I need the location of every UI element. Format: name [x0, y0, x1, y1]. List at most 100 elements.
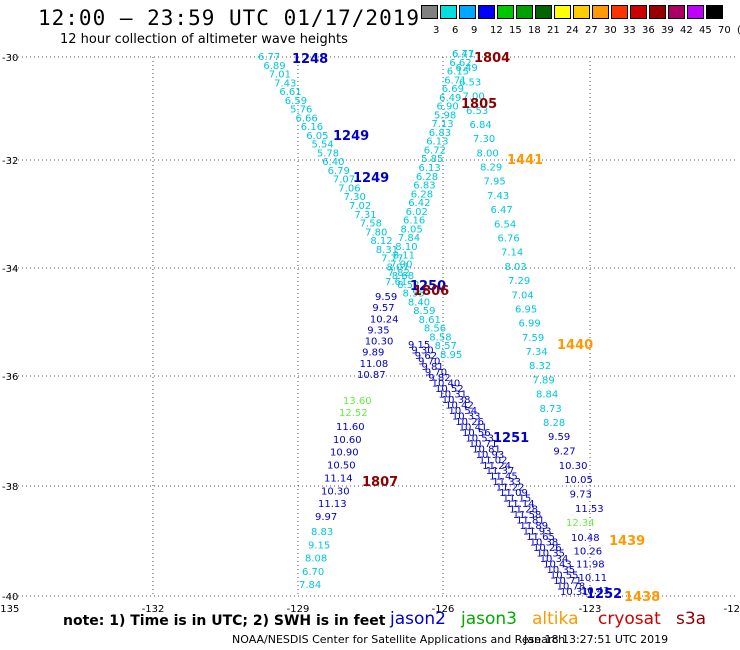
- wave-height-value: 7.06: [338, 184, 360, 195]
- wave-height-value: 10.90: [330, 448, 359, 459]
- lat-label: -30: [2, 53, 18, 64]
- pass-time-label: 1440: [557, 338, 593, 353]
- wave-height-value: 10.40: [432, 378, 461, 389]
- pass-time-label: 1806: [413, 284, 449, 299]
- scale-swatch: [687, 5, 704, 19]
- wave-height-value: 9.73: [570, 490, 592, 501]
- wave-height-value: 7.90: [390, 260, 412, 271]
- wave-height-value: 6.83: [429, 128, 451, 139]
- wave-height-value: 10.42: [445, 400, 474, 411]
- pass-time-label: 1251: [493, 431, 529, 446]
- wave-height-value: 10.26: [533, 543, 562, 554]
- wave-height-value: 6.47: [491, 205, 513, 216]
- wave-height-value: 11.53: [575, 504, 604, 515]
- wave-height-value: 8.84: [536, 390, 558, 401]
- footer-timestamp: Jan 18 13:27:51 UTC 2019: [524, 633, 669, 646]
- lon-label: -135: [0, 604, 19, 615]
- lon-label: -123: [579, 604, 602, 615]
- wave-height-value: 9.35: [367, 325, 389, 336]
- wave-height-value: 8.00: [477, 148, 499, 159]
- wave-height-value: 8.07: [387, 262, 409, 273]
- wave-height-value: 12.52: [339, 408, 368, 419]
- wave-height-value: 9.15: [408, 340, 430, 351]
- wave-height-value: 8.55: [403, 289, 425, 300]
- wave-height-value: 6.61: [279, 87, 301, 98]
- wave-height-value: 11.37: [486, 466, 515, 477]
- wave-height-value: 7.01: [269, 70, 291, 81]
- wave-height-value: 8.57: [435, 341, 457, 352]
- scale-label: 18: [528, 25, 541, 36]
- pass-time-label: 1249: [333, 129, 369, 144]
- wave-height-value: 10.71: [469, 439, 498, 450]
- footer-note: note: 1) Time is in UTC; 2) SWH is in fe…: [63, 613, 386, 629]
- wave-height-value: 7.89: [533, 375, 555, 386]
- wave-height-value: 7.31: [354, 210, 376, 221]
- wave-height-value: 9.82: [428, 373, 450, 384]
- wave-height-value: 5.98: [434, 110, 456, 121]
- wave-height-value: 10.11: [579, 573, 608, 584]
- wave-height-value: 10.56: [462, 428, 491, 439]
- wave-height-value: 6.76: [498, 234, 520, 245]
- wave-height-value: 7.02: [349, 201, 371, 212]
- scale-swatch: [421, 5, 438, 19]
- scale-swatch: [478, 5, 495, 19]
- pass-time-label: 1249: [353, 171, 389, 186]
- wave-height-value: 10.26: [455, 417, 484, 428]
- wave-height-value: 8.59: [413, 306, 435, 317]
- wave-height-value: 8.73: [540, 404, 562, 415]
- wave-height-value: 10.34: [540, 554, 569, 565]
- scale-label: 27: [585, 25, 598, 36]
- scale-label: 24: [566, 25, 579, 36]
- wave-height-value: 8.58: [429, 333, 451, 344]
- wave-height-value: 7.34: [526, 347, 548, 358]
- page-subtitle: 12 hour collection of altimeter wave hei…: [60, 32, 348, 47]
- wave-height-value: 11.81: [516, 516, 545, 527]
- scale-label: 21: [547, 25, 560, 36]
- wave-height-value: 10.38: [530, 538, 559, 549]
- wave-height-value: 8.29: [480, 163, 502, 174]
- pass-time-label: 1252: [586, 587, 622, 602]
- wave-height-value: 6.95: [515, 305, 537, 316]
- wave-height-value: 7.29: [508, 276, 530, 287]
- wave-height-value: 8.56: [424, 324, 446, 335]
- wave-height-value: 6.71: [452, 49, 474, 60]
- wave-height-value: 11.89: [520, 521, 549, 532]
- wave-height-value: 11.28: [509, 505, 538, 516]
- wave-height-value: 11.58: [513, 510, 542, 521]
- wave-height-value: 7.00: [463, 92, 485, 103]
- page-title: 12:00 – 23:59 UTC 01/17/2019: [38, 6, 421, 30]
- wave-height-value: 11.09: [499, 488, 528, 499]
- pass-time-label: 1438: [624, 590, 660, 605]
- wave-height-value: 6.53: [459, 77, 481, 88]
- scale-swatch: [630, 5, 647, 19]
- lat-label: -36: [2, 372, 18, 383]
- wave-height-value: 10.35: [547, 565, 576, 576]
- wave-height-value: 6.49: [439, 93, 461, 104]
- scale-swatch: [573, 5, 590, 19]
- wave-height-value: 10.43: [543, 560, 572, 571]
- wave-height-value: 10.71: [553, 576, 582, 587]
- wave-height-value: 6.71: [444, 75, 466, 86]
- wave-height-value: 7.13: [431, 119, 453, 130]
- wave-height-value: 7.30: [473, 134, 495, 145]
- map-grid: -30 -32 -34 -36 -38 -40-135 -132 -129 -126 -123 -1…: [0, 53, 740, 615]
- wave-height-value: 8.11: [393, 251, 415, 262]
- wave-height-value: 13.60: [343, 396, 372, 407]
- wave-height-value: 11.45: [489, 472, 518, 483]
- wave-height-value: 6.28: [416, 172, 438, 183]
- wave-height-value: 6.54: [494, 219, 516, 230]
- lon-label: -129: [287, 604, 310, 615]
- wave-height-value: 10.30: [365, 337, 394, 348]
- pass-time-label: 1250: [410, 279, 446, 294]
- legend-cryosat: cryosat: [598, 609, 661, 629]
- wave-height-value: 10.53: [465, 433, 494, 444]
- pass-time-label: 1248: [292, 52, 328, 67]
- wave-height-value: 6.89: [263, 61, 285, 72]
- wave-height-value: 6.40: [322, 157, 344, 168]
- lon-label: -126: [432, 604, 455, 615]
- wave-height-value: 7.80: [365, 227, 387, 238]
- lat-label: -34: [2, 264, 18, 275]
- wave-height-value: 6.62: [449, 58, 471, 69]
- wave-height-value: 10.60: [333, 435, 362, 446]
- wave-height-value: 11.93: [523, 527, 552, 538]
